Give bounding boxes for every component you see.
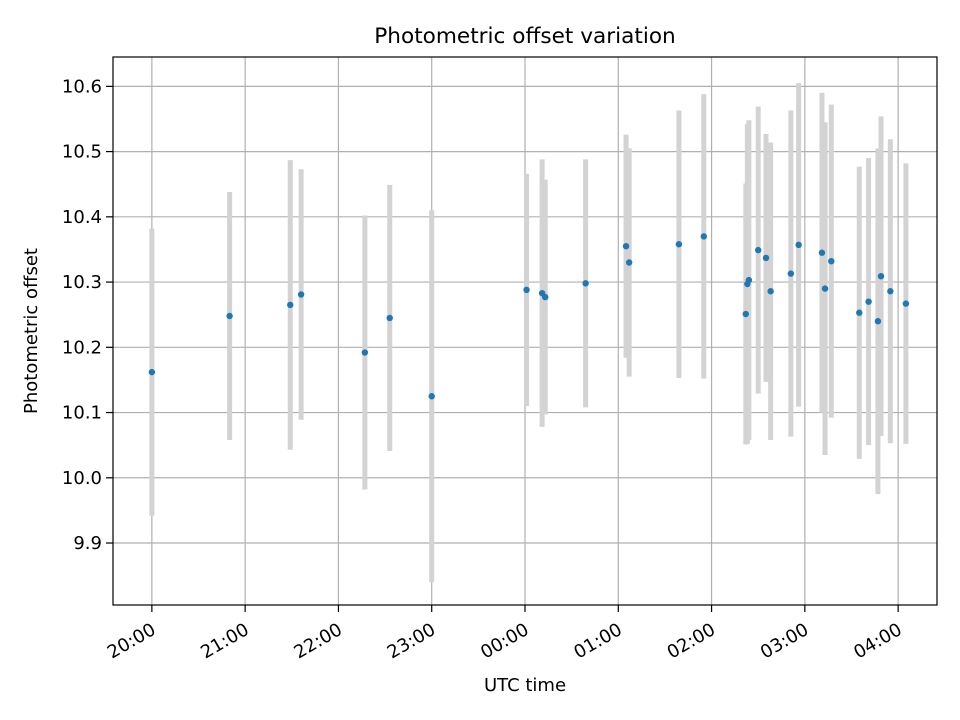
y-tick-label: 10.2: [62, 337, 102, 358]
y-axis-title: Photometric offset: [21, 248, 42, 414]
data-point: [887, 288, 894, 295]
data-point: [874, 318, 882, 325]
data-point: [767, 288, 774, 295]
data-point: [226, 312, 233, 320]
x-axis-title: UTC time: [484, 675, 566, 696]
data-point: [745, 276, 753, 284]
data-point: [428, 393, 435, 400]
data-point: [856, 309, 863, 316]
data-point: [361, 349, 369, 356]
data-point: [828, 257, 835, 265]
data-point: [818, 249, 826, 256]
data-point: [582, 280, 589, 287]
data-point: [625, 259, 633, 266]
data-point: [542, 293, 549, 301]
data-point: [297, 291, 305, 298]
data-point: [865, 298, 872, 305]
data-points: [148, 233, 910, 400]
y-tick-label: 10.6: [62, 76, 102, 97]
y-tick-label: 10.4: [62, 207, 102, 228]
data-point: [287, 301, 294, 309]
y-tick-label: 10.3: [62, 272, 102, 293]
data-point: [386, 314, 393, 322]
data-point: [675, 241, 683, 248]
data-point: [821, 285, 829, 292]
data-point: [742, 310, 749, 318]
data-point: [902, 300, 910, 307]
data-point: [762, 254, 770, 262]
data-point: [622, 242, 630, 250]
data-point: [877, 273, 885, 280]
data-point: [795, 241, 802, 249]
y-tick-label: 10.1: [62, 403, 102, 424]
y-tick-label: 10.0: [62, 468, 102, 489]
data-point: [787, 270, 795, 277]
y-tick-label: 9.9: [73, 533, 102, 554]
data-point: [523, 286, 530, 294]
y-axis: 9.9 10.0 10.1 10.2 10.3 10.4 10.5 10.6: [62, 76, 113, 554]
data-point: [148, 368, 156, 376]
data-point: [700, 233, 707, 240]
y-tick-label: 10.5: [62, 142, 102, 163]
chart-title: Photometric offset variation: [374, 24, 675, 49]
data-point: [755, 246, 762, 254]
